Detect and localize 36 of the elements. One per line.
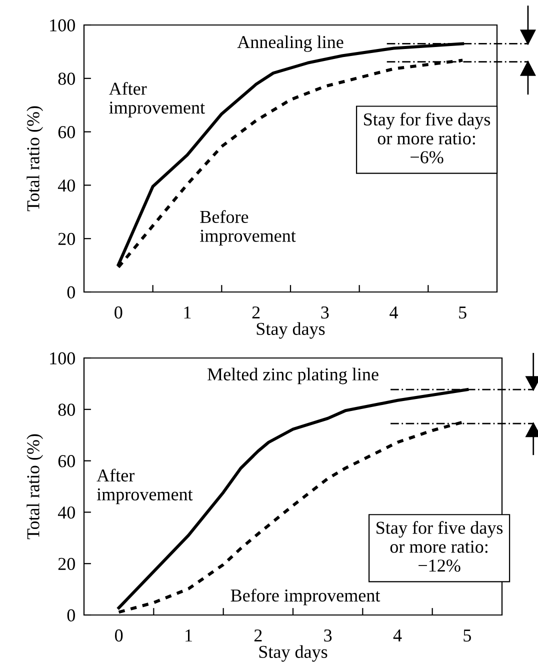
- x-tick-label: 1: [186, 630, 192, 642]
- x-tick-label: 0: [115, 629, 123, 642]
- x-tick-label: 4: [390, 306, 398, 318]
- y-tick-label: 0: [67, 286, 75, 298]
- series-label: Before improvement: [230, 588, 380, 606]
- y-tick-label: 60: [58, 126, 75, 138]
- x-tick-label: 5: [464, 630, 471, 642]
- text: Annealing line: [237, 35, 344, 52]
- y-tick-label: 100: [50, 19, 75, 32]
- y-tick-label: 20: [58, 558, 75, 570]
- y-axis-title: Total ratio (%): [26, 106, 44, 212]
- x-tick-label: 4: [393, 630, 402, 642]
- series-label: After improvement: [96, 468, 193, 504]
- x-tick-label: 5: [459, 306, 466, 319]
- chart-title: Melted zinc plating line: [208, 368, 378, 384]
- x-tick-label: 2: [254, 629, 262, 642]
- y-axis-title: Total ratio (%): [26, 434, 44, 540]
- x-tick-label: 0: [114, 306, 122, 319]
- annotation: Stay for five days or more ratio: −6%: [364, 112, 490, 164]
- y-tick-label: 100: [50, 352, 75, 364]
- annotation: Stay for five days or more ratio: −12%: [376, 520, 503, 572]
- y-tick-label: 40: [58, 506, 75, 519]
- x-tick-label: 2: [252, 306, 260, 318]
- y-tick-label: 20: [58, 232, 75, 246]
- x-axis-title: Stay days: [259, 645, 328, 662]
- series-label: Before improvement: [200, 210, 296, 246]
- y-tick-label: 0: [67, 609, 75, 622]
- y-tick-label: 80: [58, 72, 75, 85]
- y-tick-label: 60: [58, 455, 75, 468]
- y-tick-label: 40: [58, 179, 75, 192]
- x-tick-label: 3: [324, 629, 332, 642]
- series-label: After improvement: [108, 82, 205, 118]
- x-axis-title: Stay days: [256, 322, 325, 339]
- x-tick-label: 3: [321, 306, 329, 319]
- x-tick-label: 1: [184, 306, 191, 318]
- y-tick-label: 80: [58, 404, 75, 416]
